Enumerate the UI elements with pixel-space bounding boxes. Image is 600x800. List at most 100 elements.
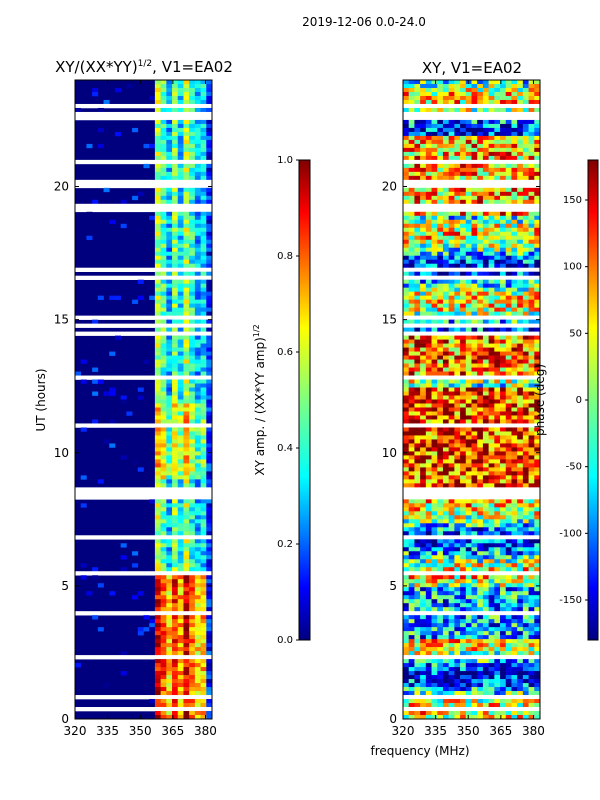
phase-cell xyxy=(477,311,484,316)
phase-cell xyxy=(471,399,478,404)
amplitude-cell xyxy=(160,567,167,572)
phase-cell xyxy=(471,219,478,225)
amplitude-cell xyxy=(194,715,201,720)
phase-cell xyxy=(500,523,507,528)
phase-cell xyxy=(431,559,438,564)
phase-cell xyxy=(534,483,541,488)
amplitude-cell xyxy=(154,403,161,408)
phase-cell xyxy=(528,215,535,221)
phase-cell xyxy=(482,567,489,572)
amplitude-cell xyxy=(160,635,167,640)
amplitude-cell xyxy=(154,527,161,532)
amplitude-cell xyxy=(183,519,190,524)
amplitude-gap xyxy=(75,159,212,165)
phase-cell xyxy=(442,511,449,516)
phase-cell xyxy=(488,679,495,684)
phase-cell xyxy=(425,279,432,284)
amplitude-cell xyxy=(160,319,167,324)
phase-cell xyxy=(408,291,415,296)
phase-cell xyxy=(488,80,495,85)
phase-cell xyxy=(511,599,518,604)
phase-cell xyxy=(494,407,501,412)
phase-cell xyxy=(511,391,518,396)
phase-cell xyxy=(500,291,507,296)
phase-cell xyxy=(465,455,472,460)
phase-cell xyxy=(500,683,507,688)
phase-cell xyxy=(448,87,455,93)
phase-cell xyxy=(534,451,541,456)
phase-cell xyxy=(437,319,444,324)
amplitude-cell xyxy=(172,539,179,544)
phase-cell xyxy=(477,619,484,624)
phase-cell xyxy=(471,475,478,480)
phase-cell xyxy=(482,499,489,504)
phase-cell xyxy=(528,503,535,508)
phase-cell xyxy=(437,435,444,440)
phase-cell xyxy=(414,187,421,193)
amplitude-colorbar-gradient xyxy=(298,159,311,641)
phase-cell xyxy=(460,479,467,484)
amplitude-cell xyxy=(166,647,173,652)
amplitude-cell xyxy=(200,219,207,225)
phase-cell xyxy=(454,395,461,400)
phase-cell xyxy=(437,547,444,552)
phase-cell xyxy=(431,439,438,444)
phase-cell xyxy=(403,563,410,568)
phase-cell xyxy=(431,175,438,181)
amplitude-cell xyxy=(194,239,201,245)
phase-cell xyxy=(431,187,438,193)
amplitude-cell xyxy=(132,595,139,600)
amplitude-cell xyxy=(160,135,167,141)
phase-cell xyxy=(511,427,518,432)
phase-cell xyxy=(431,563,438,568)
phase-cell xyxy=(494,715,501,720)
phase-cell xyxy=(494,667,501,672)
phase-cell xyxy=(425,631,432,636)
amplitude-cell xyxy=(137,387,144,392)
phase-cell xyxy=(477,467,484,472)
phase-cell xyxy=(403,351,410,356)
phase-cell xyxy=(511,679,518,684)
amplitude-cell xyxy=(183,575,190,580)
phase-cell xyxy=(465,295,472,300)
amplitude-cell xyxy=(154,515,161,520)
phase-cell xyxy=(403,359,410,364)
phase-cell xyxy=(425,551,432,556)
amplitude-cell xyxy=(177,219,184,225)
amplitude-cell xyxy=(160,475,167,480)
amplitude-cell xyxy=(183,131,190,137)
phase-heatmap xyxy=(403,80,541,720)
amplitude-cell xyxy=(200,583,207,588)
amplitude-cell xyxy=(183,647,190,652)
phase-cell xyxy=(420,683,427,688)
phase-cell xyxy=(442,247,449,253)
amplitude-cell xyxy=(200,319,207,324)
phase-cell xyxy=(494,147,501,153)
amplitude-cell xyxy=(206,563,213,568)
amplitude-cell xyxy=(166,443,173,448)
amplitude-cell xyxy=(166,663,173,668)
phase-cell xyxy=(517,327,524,332)
amplitude-cell xyxy=(166,431,173,436)
phase-cell xyxy=(477,343,484,348)
amplitude-cell xyxy=(206,167,213,173)
phase-cell xyxy=(511,671,518,676)
phase-cell xyxy=(522,415,529,420)
phase-cell xyxy=(477,639,484,644)
amplitude-cell xyxy=(183,379,190,384)
phase-cell xyxy=(442,539,449,544)
phase-cell xyxy=(448,379,455,384)
phase-cell xyxy=(408,499,415,504)
amplitude-cell xyxy=(103,99,110,105)
phase-cell xyxy=(448,319,455,324)
phase-cell xyxy=(420,355,427,360)
phase-cell xyxy=(482,167,489,173)
x-tick-label: 335 xyxy=(424,724,447,738)
amplitude-cell xyxy=(154,135,161,141)
phase-cell xyxy=(454,135,461,141)
amplitude-cell xyxy=(189,295,196,300)
phase-cell xyxy=(437,327,444,332)
amplitude-cell xyxy=(166,155,173,161)
phase-cell xyxy=(442,311,449,316)
